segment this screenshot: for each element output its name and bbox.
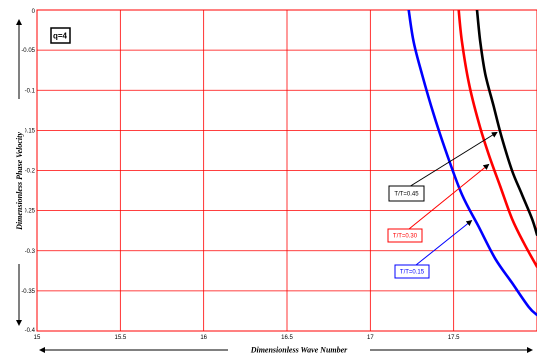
x-axis-title: Dimensionless Wave Number bbox=[250, 346, 348, 355]
series-callout: T/T=0.45 bbox=[388, 131, 498, 202]
callout-arrow bbox=[410, 131, 498, 187]
y-tick-labels: 0 -0.05 -0.1 -0.15 -0.2 -0.25 -0.3 -0.35 -0.4 bbox=[21, 9, 35, 334]
y-tick-label: -0.35 bbox=[21, 289, 35, 295]
y-tick-label: -0.1 bbox=[25, 88, 36, 94]
x-tick-label: 16 bbox=[200, 335, 207, 341]
q-label-box: q=4 bbox=[50, 27, 71, 44]
y-tick-label: -0.4 bbox=[25, 328, 36, 334]
callout-box bbox=[387, 228, 423, 243]
series-label: T/T=0.45 bbox=[394, 192, 419, 198]
callout-arrow bbox=[415, 220, 473, 266]
callout-box bbox=[388, 185, 425, 202]
curves bbox=[407, 10, 537, 317]
series-callouts: T/T=0.45 T/T=0.30 T/T=0.15 bbox=[387, 131, 498, 279]
x-tick-label: 17 bbox=[367, 335, 374, 341]
series-line-0 bbox=[407, 10, 537, 317]
y-tick-label: -0.3 bbox=[25, 249, 36, 255]
y-tick-label: -0.15 bbox=[21, 128, 35, 134]
callout-arrow bbox=[408, 163, 490, 230]
callout-box bbox=[394, 264, 430, 279]
x-tick-label: 17.5 bbox=[448, 335, 460, 341]
y-tick-label: -0.05 bbox=[21, 48, 35, 54]
series-line-2 bbox=[475, 10, 537, 236]
x-axis-title-bg bbox=[228, 344, 370, 355]
y-tick-label: 0 bbox=[32, 9, 36, 15]
y-axis-title: Dimensionless Phase Velocity bbox=[15, 132, 24, 231]
series-label: T/T=0.30 bbox=[393, 234, 418, 240]
x-tick-label: 15.5 bbox=[114, 335, 126, 341]
series-callout: T/T=0.15 bbox=[394, 220, 473, 279]
x-tick-label: 16.5 bbox=[281, 335, 293, 341]
series-line-1 bbox=[457, 10, 537, 269]
y-axis-title-bg bbox=[13, 99, 25, 264]
y-tick-label: -0.25 bbox=[21, 209, 35, 215]
x-tick-label: 15 bbox=[34, 335, 41, 341]
q-label: q=4 bbox=[53, 32, 68, 41]
y-tick-label: -0.2 bbox=[25, 169, 36, 175]
series-label: T/T=0.15 bbox=[400, 270, 425, 276]
grid bbox=[36, 9, 537, 332]
series-callout: T/T=0.30 bbox=[387, 163, 490, 243]
x-tick-labels: 15 15.5 16 16.5 17 17.5 bbox=[34, 335, 461, 341]
